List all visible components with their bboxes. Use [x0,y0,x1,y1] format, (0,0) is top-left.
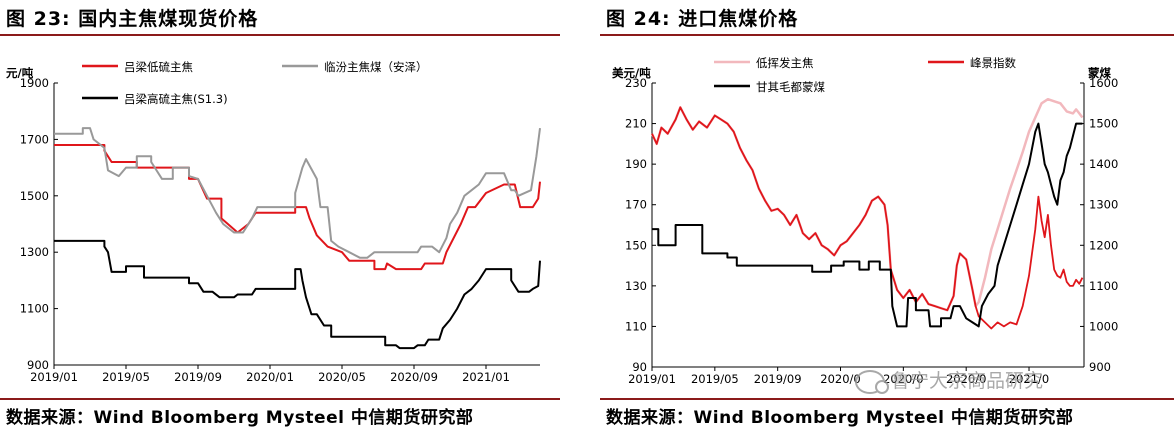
source-rule [0,398,560,400]
title-rule [0,34,560,36]
series-line-3 [652,122,1083,328]
legend-label: 吕梁高硫主焦(S1.3) [124,92,228,106]
wechat-icon [855,369,889,394]
legend-label: 吕梁低硫主焦 [124,60,193,74]
series-line-3 [54,239,541,350]
x-tick-label: 2019/01 [30,370,78,384]
y-tick-label: 150 [625,238,647,252]
series-line-2 [54,127,541,259]
y-tick-label: 1300 [20,245,49,259]
y2-tick-label: 1300 [1089,198,1118,212]
figure-24-title: 图 24: 进口焦煤价格 [606,8,799,30]
y-tick-label: 1900 [20,76,49,90]
source-rule [600,398,1174,400]
legend-label: 甘其毛都蒙煤 [756,80,825,94]
y2-axis-title: 蒙煤 [1088,66,1111,80]
x-tick-label: 2020/0 [820,372,860,386]
y-tick-label: 1500 [20,189,49,203]
y-tick-label: 900 [27,358,49,372]
watermark-text: 鲁宁大宗商品研究 [891,370,1044,392]
legend-label: 峰景指数 [970,56,1016,70]
y-tick-label: 210 [625,117,647,131]
legend-label: 低挥发主焦 [756,56,814,70]
chart-domestic-coking-coal: 900 1100 1300 1500 1700 1900 2019/01 2019/05 201… [6,60,541,384]
x-tick-label: 2019/01 [628,372,676,386]
x-tick-label: 2021/0 [1009,372,1049,386]
x-tick-label: 2019/09 [174,370,222,384]
x-tick-label: 2019/05 [691,372,739,386]
y-tick-label: 170 [625,198,647,212]
legend-label: 临汾主焦煤（安泽） [324,60,428,74]
y-tick-label: 130 [625,279,647,293]
chart-imported-coking-coal: 90 110 130 150 170 190 210 230 900 1000 1100 1200 13… [612,56,1118,386]
y-tick-label: 1700 [20,132,49,146]
y-axis-title: 美元/吨 [612,66,651,80]
y2-tick-label: 1400 [1089,157,1118,171]
y2-tick-label: 1600 [1089,76,1118,90]
y2-tick-label: 1000 [1089,319,1118,333]
x-tick-label: 2020/0 [883,372,923,386]
y-tick-label: 110 [625,319,647,333]
right-figure-panel: 图 24: 进口焦煤价格 90 110 130 150 170 190 210 230 900 1… [600,0,1174,434]
x-tick-label: 2020/0 [946,372,986,386]
y2-tick-label: 1100 [1089,279,1118,293]
figure-23-title: 图 23: 国内主焦煤现货价格 [6,8,259,30]
series-line-2 [651,106,1084,330]
figure-23-source: 数据来源：Wind Bloomberg Mysteel 中信期货研究部 [6,408,474,428]
wechat-watermark: 鲁宁大宗商品研究 [855,366,1043,394]
left-figure-panel: 图 23: 国内主焦煤现货价格 900 1100 1300 1500 1700 1900 2… [0,0,560,434]
title-rule [600,34,1174,36]
y-tick-label: 230 [625,76,647,90]
y2-tick-label: 1500 [1089,117,1118,131]
x-tick-label: 2020/09 [390,370,438,384]
series-line-1 [54,144,541,271]
x-tick-label: 2020/05 [318,370,366,384]
y2-tick-label: 1200 [1089,238,1118,252]
y-axis-title: 元/吨 [6,66,34,80]
figure-24-source: 数据来源：Wind Bloomberg Mysteel 中信期货研究部 [606,408,1074,428]
x-tick-label: 2021/01 [462,370,510,384]
y2-tick-label: 900 [1089,360,1111,374]
x-tick-label: 2019/09 [754,372,802,386]
y-tick-label: 90 [632,360,647,374]
y-tick-label: 190 [625,157,647,171]
y-tick-label: 1100 [20,302,49,316]
x-tick-label: 2019/05 [102,370,150,384]
x-tick-label: 2020/01 [246,370,294,384]
series-line-1 [650,97,1084,312]
